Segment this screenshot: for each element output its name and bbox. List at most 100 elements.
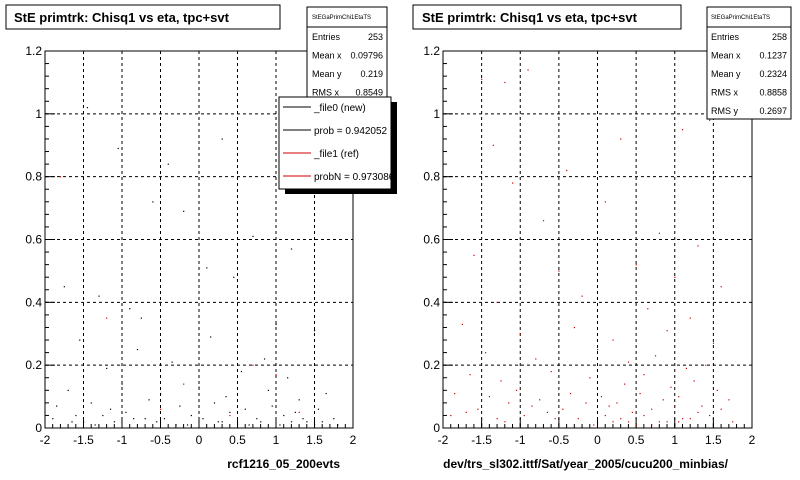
stats-row-label: Mean y (312, 69, 342, 79)
data-point (678, 396, 680, 398)
y-tick-label: 1 (433, 107, 440, 121)
stats-row-value: 258 (772, 32, 787, 42)
data-point (317, 408, 320, 410)
data-point (546, 411, 548, 413)
data-point (500, 380, 502, 382)
data-point (260, 421, 262, 423)
data-point (720, 286, 722, 288)
y-tick-label: 0.6 (25, 233, 42, 247)
data-point (229, 411, 231, 413)
data-point (670, 386, 672, 388)
data-point (681, 418, 684, 420)
data-point (186, 424, 189, 426)
data-point (666, 330, 668, 332)
data-point (94, 424, 96, 426)
legend-entry: _file0 (new) (313, 103, 366, 114)
data-point (79, 339, 81, 341)
stats-row-value: 0.09796 (350, 51, 383, 61)
data-point (651, 424, 653, 426)
data-point (705, 364, 707, 366)
x-tick-label: -1.5 (73, 433, 94, 447)
data-point (217, 421, 219, 423)
data-point (71, 421, 73, 423)
data-point (267, 389, 269, 391)
data-point (102, 414, 104, 417)
data-point (121, 383, 123, 385)
data-point (248, 424, 250, 426)
data-point (616, 402, 618, 404)
stats-box: StEGaPrimChi1EtaTS Entries 258 Mean x 0.123… (706, 6, 792, 120)
x-tick-label: 1.5 (705, 433, 722, 447)
y-tick-label: 0.8 (423, 170, 440, 184)
data-point (160, 408, 162, 410)
data-point (56, 405, 58, 407)
data-point (167, 163, 169, 165)
stats-row-label: RMS y (711, 106, 739, 116)
data-point (287, 377, 289, 379)
data-point (190, 414, 192, 417)
legend-entry: probN = 0.973086 (314, 172, 395, 183)
data-point (577, 418, 579, 420)
data-point (569, 392, 572, 395)
data-point (283, 414, 285, 417)
data-point (213, 402, 216, 404)
data-point (604, 414, 606, 417)
data-point (585, 402, 587, 404)
data-point (454, 392, 456, 395)
chart-title-box (412, 4, 682, 30)
data-point (156, 421, 158, 423)
data-point (314, 330, 316, 332)
data-point (488, 396, 491, 398)
data-point (144, 418, 146, 420)
data-point (221, 138, 223, 140)
data-point (221, 421, 223, 423)
x-tick-label: -0.5 (150, 433, 171, 447)
data-point (290, 248, 293, 250)
data-point (635, 424, 637, 426)
data-point (635, 264, 637, 266)
data-point (666, 421, 668, 423)
data-point (624, 383, 626, 385)
data-point (496, 301, 498, 304)
y-tick-label: 0 (433, 421, 440, 435)
data-point (693, 380, 695, 382)
data-point (252, 235, 254, 238)
data-point (160, 392, 162, 395)
stats-row-label: Mean x (711, 51, 741, 61)
chart-title: StE primtrk: Chisq1 vs eta, tpc+svt (14, 10, 230, 25)
stats-row-value: 0.8549 (355, 88, 383, 98)
data-point (550, 370, 552, 373)
data-point (728, 399, 730, 401)
stats-row-label: Entries (312, 32, 341, 42)
x-tick-label: -1.5 (471, 433, 492, 447)
stats-row-label: Mean y (711, 69, 741, 79)
data-point (709, 414, 711, 417)
data-point (90, 402, 92, 404)
data-point (183, 210, 185, 212)
data-point (492, 144, 494, 146)
data-point (125, 411, 127, 413)
x-tick-label: -0.5 (549, 433, 570, 447)
data-point (481, 78, 483, 80)
data-point (701, 405, 703, 407)
data-point (98, 295, 100, 297)
x-tick-label: 0 (196, 433, 203, 447)
y-tick-label: 0.4 (25, 295, 42, 309)
data-point (202, 418, 204, 420)
data-point (298, 411, 300, 413)
data-point (469, 374, 471, 376)
data-point (59, 176, 62, 178)
data-point (627, 421, 630, 423)
y-tick-labels: 0 0.2 0.4 0.6 0.8 1 1.2 (25, 44, 42, 435)
stats-row-label: Entries (711, 32, 740, 42)
data-point (504, 81, 506, 84)
data-point (504, 421, 506, 423)
stats-row-value: 0.2324 (759, 69, 787, 79)
data-point (294, 411, 296, 413)
x-tick-label: 1.5 (306, 433, 323, 447)
y-tick-label: 1 (35, 107, 42, 121)
y-tick-label: 0.2 (25, 358, 42, 372)
y-tick-label: 1.2 (423, 44, 440, 58)
x-tick-label: -1 (515, 433, 526, 447)
data-point (106, 317, 108, 319)
